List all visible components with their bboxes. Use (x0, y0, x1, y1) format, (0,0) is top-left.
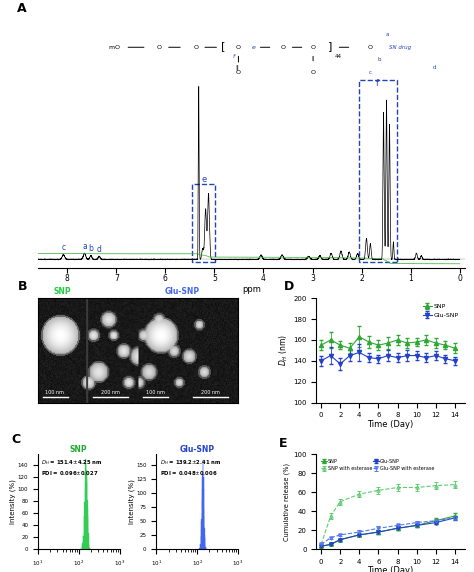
Text: [: [ (221, 41, 226, 51)
Text: SN drug: SN drug (390, 45, 411, 50)
Text: O: O (236, 45, 241, 50)
Text: b: b (377, 57, 381, 62)
Text: 44: 44 (335, 54, 342, 58)
Text: e: e (251, 45, 255, 50)
X-axis label: $D_H$ (nm): $D_H$ (nm) (182, 570, 212, 572)
X-axis label: Time (Day): Time (Day) (367, 420, 413, 428)
X-axis label: $D_H$ (nm): $D_H$ (nm) (64, 570, 93, 572)
Text: 200 nm: 200 nm (100, 390, 119, 395)
Text: d: d (433, 65, 437, 70)
Text: 100 nm: 100 nm (46, 390, 64, 395)
Text: B: B (18, 280, 27, 293)
Text: PDI = 0.048$\pm$0.006: PDI = 0.048$\pm$0.006 (160, 469, 217, 477)
Text: ‖: ‖ (235, 65, 238, 70)
Text: $D_H$ = 139.2$\pm$2.41 nm: $D_H$ = 139.2$\pm$2.41 nm (160, 458, 221, 467)
Text: f: f (233, 54, 235, 58)
Text: Glu-SNP: Glu-SNP (164, 287, 200, 296)
Y-axis label: Intensity (%): Intensity (%) (10, 479, 16, 524)
Text: d: d (97, 245, 101, 254)
Y-axis label: Intensity (%): Intensity (%) (128, 479, 135, 524)
Text: C: C (12, 433, 21, 446)
Text: c: c (369, 70, 372, 75)
Text: D: D (284, 280, 294, 293)
Text: a: a (386, 32, 390, 37)
Text: a: a (82, 242, 87, 251)
Text: e: e (201, 174, 206, 184)
X-axis label: ppm: ppm (242, 285, 261, 294)
Text: $D_H$ = 151.4$\pm$4.25 nm: $D_H$ = 151.4$\pm$4.25 nm (41, 458, 102, 467)
Text: O: O (310, 45, 316, 50)
Text: 100 nm: 100 nm (146, 390, 164, 395)
Legend: SNP, SNP with esterase, Glu-SNP, Glu-SNP with esterase: SNP, SNP with esterase, Glu-SNP, Glu-SNP… (319, 456, 437, 473)
Text: O: O (281, 45, 286, 50)
Y-axis label: Cumulative release (%): Cumulative release (%) (284, 463, 291, 541)
Text: $\mathrm{O}$: $\mathrm{O}$ (367, 43, 374, 51)
Text: $\mathrm{mO}$: $\mathrm{mO}$ (109, 43, 121, 51)
Title: SNP: SNP (70, 445, 88, 454)
Text: f: f (376, 80, 379, 89)
Text: 200 nm: 200 nm (201, 390, 219, 395)
Text: ]: ] (328, 41, 332, 51)
Text: O: O (310, 70, 316, 75)
Text: E: E (279, 436, 288, 450)
Text: O: O (193, 45, 198, 50)
Title: Glu-SNP: Glu-SNP (180, 445, 215, 454)
Text: b: b (89, 244, 93, 253)
Text: A: A (17, 2, 26, 15)
Text: PDI = 0.096$\pm$0.027: PDI = 0.096$\pm$0.027 (41, 469, 99, 477)
Text: O: O (236, 70, 241, 75)
X-axis label: Time (Day): Time (Day) (367, 566, 413, 572)
Text: O: O (157, 45, 162, 50)
Text: c: c (61, 243, 65, 252)
Y-axis label: $D_H$ (nm): $D_H$ (nm) (278, 334, 291, 367)
Text: SNP: SNP (53, 287, 71, 296)
Legend: SNP, Glu-SNP: SNP, Glu-SNP (420, 301, 461, 320)
